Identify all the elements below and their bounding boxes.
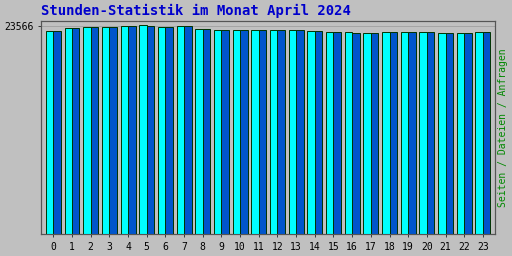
Bar — [278, 30, 285, 234]
Bar — [214, 30, 221, 234]
Bar — [102, 27, 110, 234]
Bar — [483, 32, 490, 234]
Bar — [371, 33, 378, 234]
Bar — [296, 30, 304, 234]
Bar — [457, 33, 464, 234]
Bar — [476, 32, 483, 234]
Bar — [408, 32, 416, 234]
Bar — [390, 32, 397, 234]
Bar — [72, 28, 79, 234]
Y-axis label: Seiten / Dateien / Anfragen: Seiten / Dateien / Anfragen — [498, 48, 508, 207]
Bar — [364, 33, 371, 234]
Bar — [438, 33, 445, 234]
Bar — [184, 26, 191, 234]
Bar — [46, 30, 53, 234]
Bar — [326, 32, 333, 234]
Bar — [333, 32, 341, 234]
Bar — [53, 31, 61, 234]
Bar — [177, 26, 184, 234]
Bar — [315, 31, 322, 234]
Bar — [352, 33, 359, 234]
Bar — [401, 32, 408, 234]
Text: Stunden-Statistik im Monat April 2024: Stunden-Statistik im Monat April 2024 — [41, 4, 351, 18]
Bar — [203, 29, 210, 234]
Bar — [289, 30, 296, 234]
Bar — [345, 33, 352, 234]
Bar — [128, 26, 136, 234]
Bar — [259, 30, 266, 234]
Bar — [91, 27, 98, 234]
Bar — [382, 32, 390, 234]
Bar — [158, 27, 165, 234]
Bar — [221, 30, 229, 234]
Bar — [120, 26, 128, 234]
Bar — [464, 33, 472, 234]
Bar — [307, 31, 315, 234]
Bar — [251, 30, 259, 234]
Bar — [139, 25, 147, 234]
Bar — [445, 33, 453, 234]
Bar — [419, 32, 427, 234]
Bar — [232, 30, 240, 234]
Bar — [195, 29, 203, 234]
Bar — [270, 30, 278, 234]
Bar — [83, 27, 91, 234]
Bar — [165, 27, 173, 234]
Bar — [65, 28, 72, 234]
Bar — [240, 30, 248, 234]
Bar — [427, 32, 434, 234]
Bar — [110, 27, 117, 234]
Bar — [147, 26, 154, 234]
